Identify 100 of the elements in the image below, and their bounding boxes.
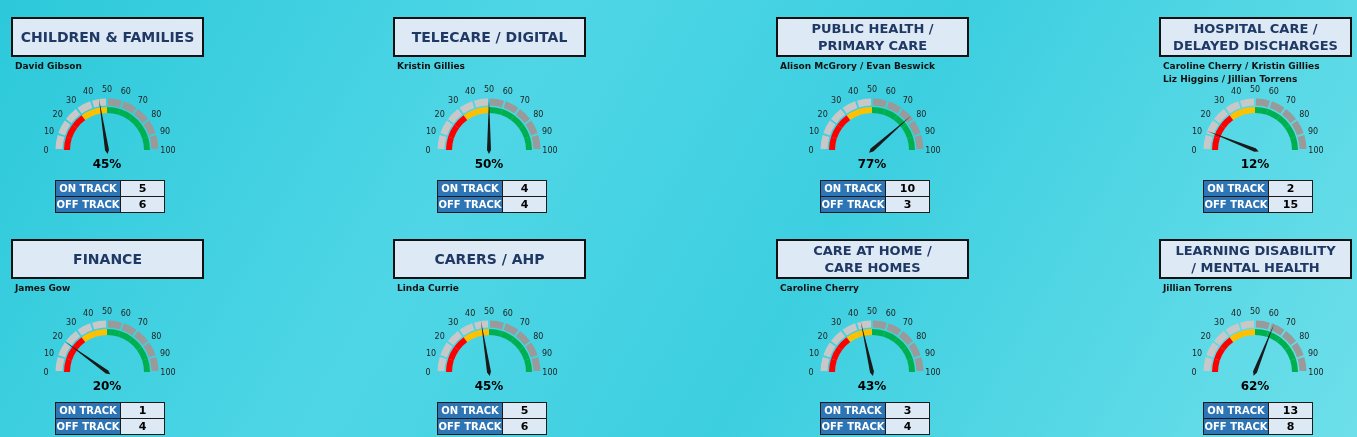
- text: 100: [160, 367, 176, 377]
- data-label: 20%: [92, 379, 122, 393]
- text: 80: [1299, 331, 1310, 341]
- text: 10: [1191, 348, 1203, 358]
- category-label: OFF TRACK: [56, 419, 121, 434]
- text: 90: [1307, 348, 1319, 358]
- text: 90: [159, 348, 171, 358]
- data-label: 10: [886, 181, 929, 196]
- category-label: OFF TRACK: [1204, 419, 1269, 434]
- text: Caroline Cherry: [780, 282, 860, 293]
- text: 80: [151, 331, 162, 341]
- text: 90: [924, 348, 936, 358]
- data-label: 15: [1269, 197, 1312, 212]
- text: 20: [434, 331, 445, 341]
- text: 60: [502, 309, 513, 319]
- text: 30: [448, 318, 459, 328]
- text: Jillian Torrens: [1162, 282, 1233, 293]
- text: 50: [1249, 306, 1261, 316]
- text: 80: [151, 109, 162, 119]
- text: 30: [448, 96, 459, 106]
- text: 40: [1231, 309, 1242, 319]
- text: 90: [541, 348, 553, 358]
- text: 10: [43, 126, 55, 136]
- text: 10: [1191, 126, 1203, 136]
- text: 100: [160, 145, 176, 155]
- text: 50: [866, 84, 878, 94]
- category-label: OFF TRACK: [821, 419, 886, 434]
- text: 10: [808, 126, 820, 136]
- category-label: OFF TRACK: [56, 197, 121, 212]
- category-label: ON TRACK: [438, 403, 503, 418]
- text: HOSPITAL CARE / DELAYED DISCHARGES: [1173, 21, 1338, 53]
- text: 0: [808, 367, 814, 377]
- text: 0: [808, 145, 814, 155]
- data-label: 43%: [857, 379, 887, 393]
- text: 80: [533, 109, 544, 119]
- text: 40: [465, 87, 476, 97]
- text: Caroline Cherry / Kristin Gillies Liz Higgins / Jillian Torrens: [1163, 60, 1320, 84]
- text: 80: [916, 331, 927, 341]
- text: 20: [434, 109, 445, 119]
- text: David Gibson: [15, 60, 82, 71]
- text: 0: [425, 145, 431, 155]
- text: 40: [465, 309, 476, 319]
- text: 100: [925, 145, 941, 155]
- text: 80: [1299, 109, 1310, 119]
- category-label: OFF TRACK: [1204, 197, 1269, 212]
- text: 60: [1268, 87, 1279, 97]
- text: 100: [1308, 145, 1324, 155]
- text: 0: [1191, 145, 1197, 155]
- text: 70: [137, 318, 148, 328]
- text: 70: [902, 96, 913, 106]
- text: 0: [43, 367, 49, 377]
- text: 10: [425, 348, 437, 358]
- data-label: 62%: [1240, 379, 1270, 393]
- text: 0: [43, 145, 49, 155]
- text: 70: [1285, 318, 1296, 328]
- text: 90: [541, 126, 553, 136]
- text: 20: [817, 331, 828, 341]
- text: 10: [425, 126, 437, 136]
- text: 80: [916, 109, 927, 119]
- text: 80: [533, 331, 544, 341]
- text: 40: [848, 87, 859, 97]
- text: 50: [483, 84, 495, 94]
- text: Alison McGrory / Evan Beswick: [780, 60, 937, 71]
- text: Kristin Gillies: [397, 60, 465, 71]
- text: 50: [866, 306, 878, 316]
- text: 30: [66, 318, 77, 328]
- category-label: ON TRACK: [56, 181, 121, 196]
- text: CARERS / AHP: [434, 251, 545, 267]
- data-label: 77%: [857, 157, 887, 171]
- text: 20: [1200, 331, 1211, 341]
- text: 10: [43, 348, 55, 358]
- text: 100: [925, 367, 941, 377]
- data-label: 2: [1269, 181, 1312, 196]
- category-label: OFF TRACK: [438, 419, 503, 434]
- category-label: OFF TRACK: [821, 197, 886, 212]
- data-label: 45%: [474, 379, 504, 393]
- text: 100: [542, 367, 558, 377]
- data-label: 1: [121, 403, 164, 418]
- text: FINANCE: [73, 251, 142, 267]
- data-label: 4: [503, 181, 546, 196]
- text: 50: [483, 306, 495, 316]
- text: 60: [885, 87, 896, 97]
- text: 40: [83, 87, 94, 97]
- data-label: 13: [1269, 403, 1312, 418]
- text: 30: [1214, 96, 1225, 106]
- text: TELECARE / DIGITAL: [411, 29, 568, 45]
- text: 40: [83, 309, 94, 319]
- text: James Gow: [14, 282, 71, 293]
- data-label: 50%: [474, 157, 504, 171]
- data-label: 6: [503, 419, 546, 434]
- data-label: 4: [886, 419, 929, 434]
- data-label: 3: [886, 403, 929, 418]
- text: 90: [159, 126, 171, 136]
- data-label: 45%: [92, 157, 122, 171]
- text: Linda Currie: [397, 282, 459, 293]
- text: 50: [101, 84, 113, 94]
- text: CHILDREN & FAMILIES: [20, 29, 195, 45]
- category-label: ON TRACK: [821, 181, 886, 196]
- text: 10: [808, 348, 820, 358]
- category-label: OFF TRACK: [438, 197, 503, 212]
